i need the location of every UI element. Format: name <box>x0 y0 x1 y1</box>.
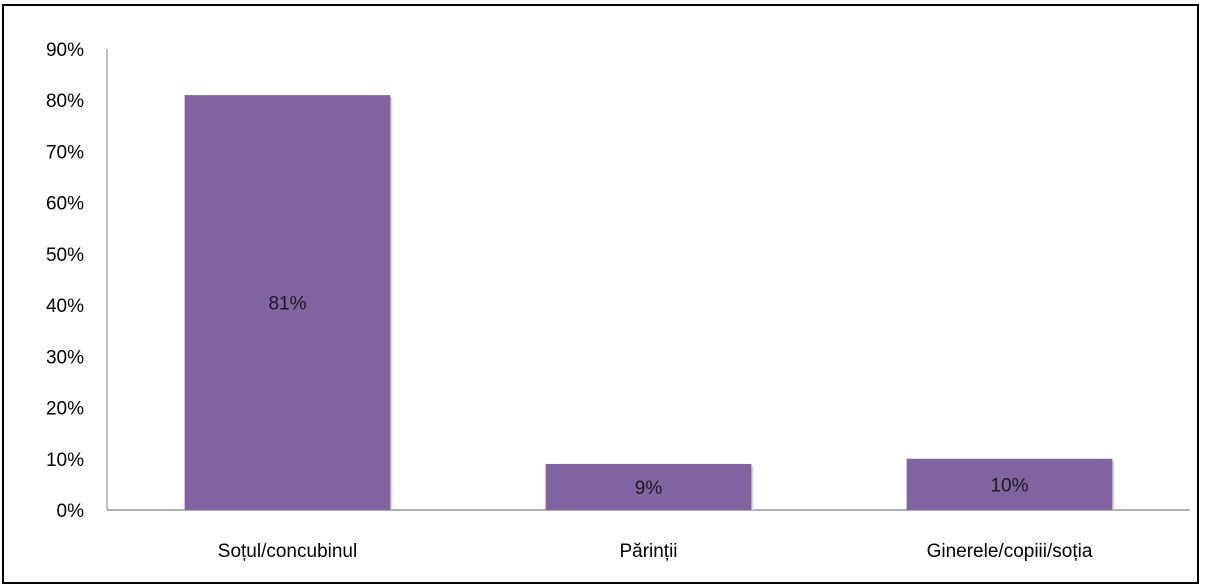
y-tick-label: 10% <box>46 450 84 471</box>
bar <box>545 463 752 510</box>
y-tick-label: 70% <box>46 142 84 163</box>
x-tick-label: Soțul/concubinul <box>218 541 357 562</box>
y-tick-label: 30% <box>46 347 84 368</box>
y-tick-label: 90% <box>46 40 84 61</box>
y-tick-label: 40% <box>46 296 84 317</box>
y-tick-label: 50% <box>46 245 84 266</box>
y-tick-label: 80% <box>46 91 84 112</box>
data-label: 10% <box>990 475 1028 496</box>
x-tick-label: Părinții <box>619 541 677 562</box>
bar <box>184 95 391 510</box>
data-label: 81% <box>268 294 306 315</box>
y-tick-label: 60% <box>46 194 84 215</box>
data-label: 9% <box>635 478 663 499</box>
y-tick-label: 0% <box>57 501 85 522</box>
bar <box>906 458 1113 510</box>
y-tick-label: 20% <box>46 399 84 420</box>
x-tick-label: Ginerele/copiii/soția <box>927 541 1093 562</box>
